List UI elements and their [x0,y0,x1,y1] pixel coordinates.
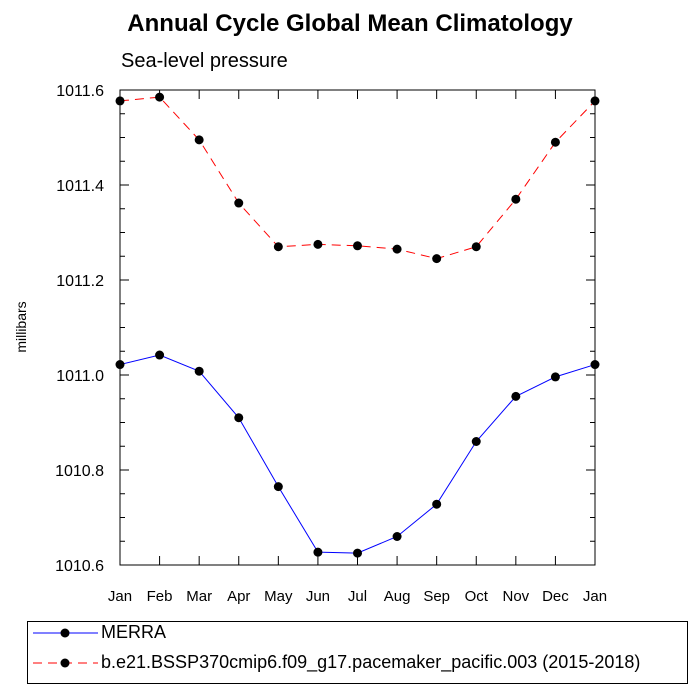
series-1-point [550,137,560,147]
series-0-point [353,548,362,558]
plot-frame [119,89,596,566]
series-1-point [273,242,283,252]
y-tick-label: 1011.6 [56,83,104,100]
x-tick-label: Oct [465,588,489,605]
y-tick-label: 1010.8 [55,463,104,480]
legend-label-model: b.e21.BSSP370cmip6.f09_g17.pacemaker_pac… [101,652,641,672]
series-0-point [392,532,402,541]
x-tick-label: Jun [306,588,330,605]
series-1-point [392,244,402,254]
legend: MERRA b.e21.BSSP370cmip6.f09_g17.pacemak… [27,621,688,684]
x-tick-label: Mar [186,588,212,605]
series-1-point [155,92,165,102]
series-0-point [511,391,521,401]
x-tick-label: Jul [348,588,367,605]
x-tick-label: Sep [423,588,450,605]
series-0-point [313,547,323,557]
legend-markers [33,628,98,668]
chart-subtitle: Sea-level pressure [121,50,288,72]
y-tick-label: 1010.6 [55,558,104,575]
x-tick-label: Dec [542,588,569,605]
x-tick-label: Apr [227,588,250,605]
series-0-point [234,413,244,423]
x-tick-label: Aug [384,588,411,605]
series-1-point [313,239,323,249]
series-0-point [432,499,442,509]
series-0-point [471,437,481,446]
series-0-point [194,366,204,376]
series-1-point [234,198,244,208]
x-tick-label: Jan [583,588,607,605]
series-line-0 [119,354,596,554]
series-0-point [550,372,560,382]
series-0-point [273,482,283,492]
series-1-point [511,194,521,204]
series-1-point [115,96,125,106]
y-axis-label: millibars [13,301,29,352]
y-tick-label: 1011.0 [56,368,104,385]
x-tick-label: May [264,588,293,605]
y-tick-label: 1011.2 [56,273,104,290]
series-line-1 [119,96,596,260]
legend-label-merra: MERRA [101,622,167,642]
y-tick-label: 1011.4 [56,178,104,195]
series-1-point [432,254,442,264]
legend-marker-model [60,658,70,668]
series-1-point [590,96,600,106]
series-1-point [194,135,204,145]
x-tick-label: Jan [108,588,132,605]
chart-title: Annual Cycle Global Mean Climatology [127,10,573,37]
x-tick-label: Nov [502,588,529,605]
series-1-point [471,242,481,252]
series-0-point [590,360,600,370]
legend-marker-merra [60,628,70,638]
series-0-point [155,350,165,360]
series-0-point [115,360,125,370]
series-1-point [353,241,362,251]
x-tick-label: Feb [147,588,173,605]
